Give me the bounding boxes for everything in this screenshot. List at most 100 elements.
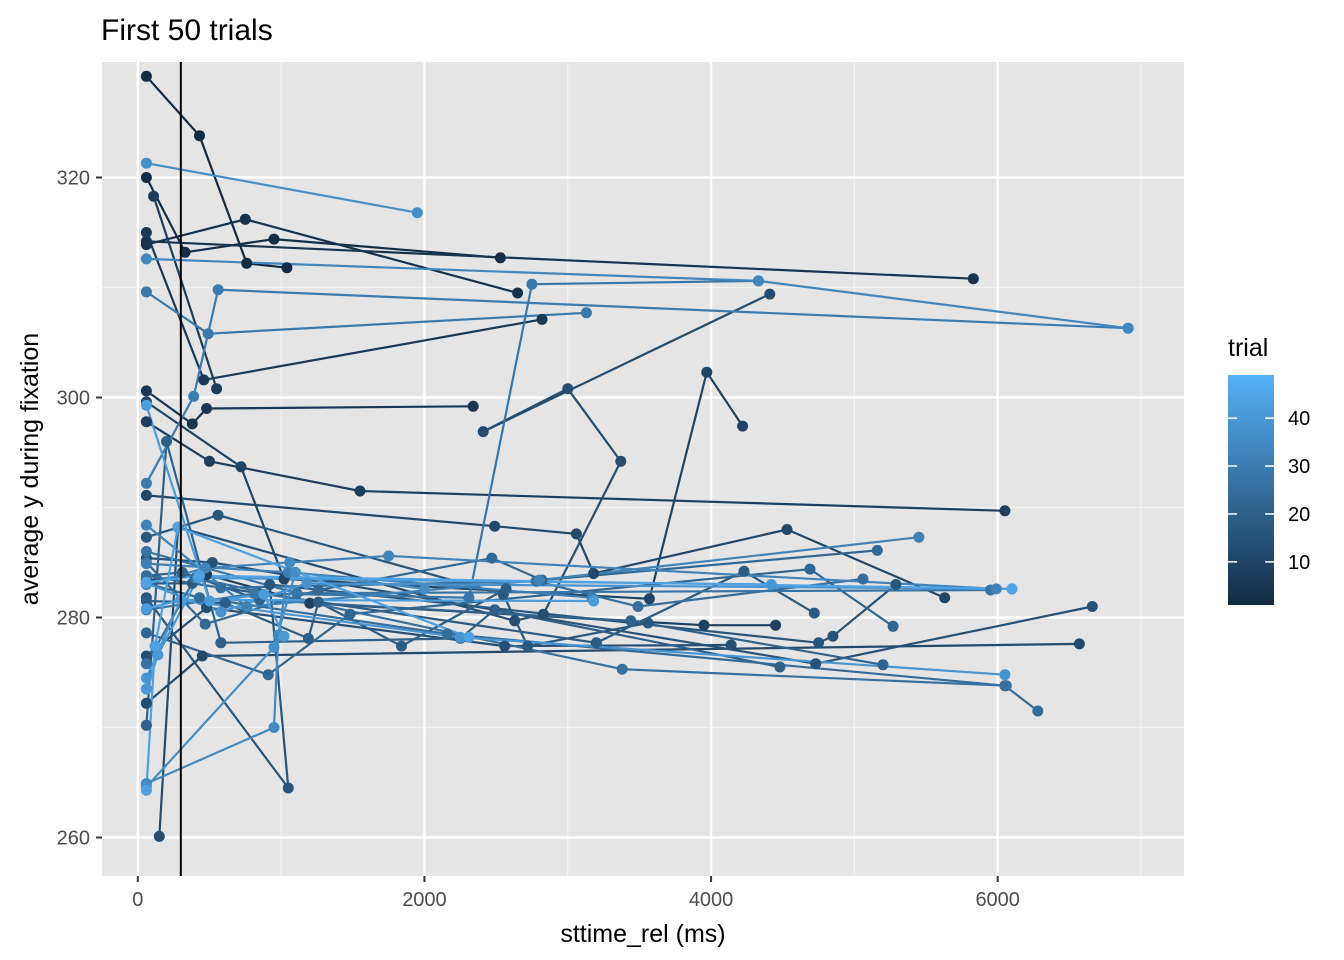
data-point-trial-36 xyxy=(268,641,280,653)
data-point-trial-41 xyxy=(258,588,270,600)
data-point-trial-42 xyxy=(140,603,152,615)
data-point-trial-11 xyxy=(939,592,951,604)
data-point-trial-13 xyxy=(764,288,776,300)
data-point-trial-17 xyxy=(212,509,224,521)
legend-label: 40 xyxy=(1288,408,1310,430)
series-line-trial-39 xyxy=(145,598,1005,679)
y-tick-label: 280 xyxy=(57,608,90,630)
data-point-trial-12 xyxy=(140,697,152,709)
data-point-trial-22 xyxy=(262,669,274,681)
data-point-trial-42 xyxy=(588,595,600,607)
data-point-trial-32 xyxy=(913,531,925,543)
data-point-trial-13 xyxy=(615,455,627,467)
data-point-trial-40 xyxy=(765,579,777,590)
series-line-trial-33 xyxy=(146,554,997,590)
data-point-trial-11 xyxy=(140,489,152,501)
series-line-trial-37 xyxy=(146,162,418,214)
x-tick-label: 6000 xyxy=(975,889,1020,911)
series-line-trial-8 xyxy=(145,420,1005,512)
series-line-trial-32 xyxy=(145,524,920,608)
y-tick-label: 320 xyxy=(57,168,90,190)
data-point-trial-19 xyxy=(312,596,324,608)
data-point-trial-18 xyxy=(590,637,602,649)
data-point-trial-5 xyxy=(467,400,479,412)
legend-title: trial xyxy=(1228,334,1268,362)
data-point-trial-9 xyxy=(770,619,782,631)
data-point-trial-3 xyxy=(512,287,524,299)
data-point-trial-19 xyxy=(302,632,314,644)
data-point-trial-11 xyxy=(489,520,501,532)
x-tick-label: 2000 xyxy=(402,889,447,911)
data-point-trial-44 xyxy=(140,576,152,588)
data-point-trial-20 xyxy=(774,661,786,673)
data-point-trial-32 xyxy=(533,574,545,586)
data-point-trial-39 xyxy=(140,672,152,684)
x-tick-label: 4000 xyxy=(689,889,734,911)
series-line-trial-1 xyxy=(145,75,288,269)
data-point-trial-10 xyxy=(235,461,247,473)
data-point-trial-43 xyxy=(463,631,475,643)
data-point-trial-32 xyxy=(241,601,253,612)
data-point-trial-18 xyxy=(808,607,820,619)
data-point-trial-15 xyxy=(1086,601,1098,612)
data-point-trial-30 xyxy=(188,390,200,402)
data-point-trial-29 xyxy=(202,328,214,340)
data-point-trial-5 xyxy=(140,385,152,397)
series-line-trial-10 xyxy=(145,369,744,600)
data-point-trial-34 xyxy=(140,253,152,265)
data-point-trial-29 xyxy=(580,307,592,319)
data-point-trial-21 xyxy=(625,615,637,627)
series-line-trial-7 xyxy=(152,195,218,390)
data-point-trial-8 xyxy=(204,455,215,467)
data-point-trial-19 xyxy=(396,640,407,652)
series-points xyxy=(140,70,1134,842)
data-point-trial-33 xyxy=(383,550,395,562)
data-point-trial-41 xyxy=(140,399,152,411)
data-point-trial-30 xyxy=(212,284,224,296)
data-point-trial-14 xyxy=(499,640,511,652)
legend-label: 30 xyxy=(1288,456,1310,478)
data-point-trial-9 xyxy=(698,619,710,631)
data-point-trial-8 xyxy=(140,416,152,428)
data-point-trial-20 xyxy=(489,604,501,616)
data-point-trial-16 xyxy=(264,579,276,590)
data-point-trial-41 xyxy=(204,595,215,607)
data-point-trial-6 xyxy=(198,374,210,386)
data-point-trial-18 xyxy=(738,565,750,577)
data-point-trial-19 xyxy=(140,595,152,607)
series-line-trial-41 xyxy=(145,404,285,637)
data-point-trial-2 xyxy=(494,252,506,264)
data-point-trial-1 xyxy=(281,262,293,274)
data-point-trial-32 xyxy=(140,519,152,531)
data-point-trial-24 xyxy=(194,592,205,604)
data-point-trial-36 xyxy=(419,583,430,595)
y-axis: 260 280 300 320 xyxy=(57,168,102,850)
data-point-trial-13 xyxy=(477,426,489,438)
data-point-trial-28 xyxy=(249,587,261,599)
y-axis-title: average y during fixation xyxy=(16,333,44,605)
data-point-trial-8 xyxy=(354,485,366,497)
data-point-trial-25 xyxy=(215,582,227,594)
data-point-trial-11 xyxy=(570,528,582,540)
legend-label: 10 xyxy=(1288,552,1310,574)
data-point-trial-26 xyxy=(616,663,628,675)
data-point-trial-29 xyxy=(140,286,152,298)
data-point-trial-2 xyxy=(268,233,280,245)
data-point-trial-23 xyxy=(199,618,211,630)
data-point-trial-41 xyxy=(278,630,290,642)
data-point-trial-37 xyxy=(411,207,423,219)
data-point-trial-24 xyxy=(441,628,453,640)
data-point-trial-5 xyxy=(186,418,198,430)
data-point-trial-44 xyxy=(194,570,205,582)
data-point-trial-16 xyxy=(282,782,294,794)
chart-title: First 50 trials xyxy=(101,14,273,47)
data-point-trial-22 xyxy=(804,563,816,575)
data-point-trial-5 xyxy=(201,403,213,414)
data-point-trial-27 xyxy=(291,587,303,599)
data-point-trial-38 xyxy=(215,606,227,618)
data-point-trial-30 xyxy=(140,477,152,489)
data-point-trial-13 xyxy=(509,615,521,627)
data-point-trial-17 xyxy=(522,640,534,652)
data-point-trial-2 xyxy=(140,172,152,183)
data-point-trial-1 xyxy=(241,257,253,269)
